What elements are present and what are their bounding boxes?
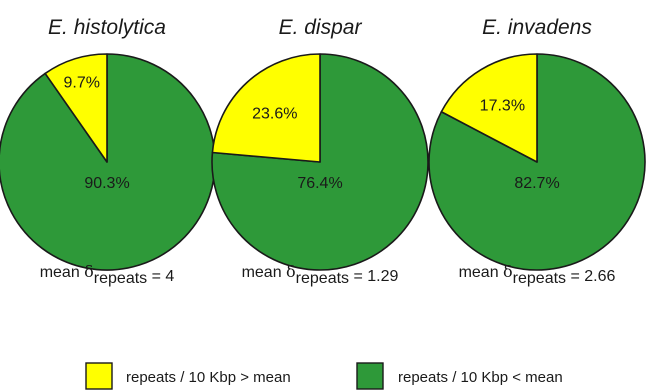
mean-prefix: mean — [242, 264, 286, 281]
pie-slice-above-mean — [44, 53, 108, 163]
legend-item: repeats / 10 Kbp > mean — [85, 362, 291, 390]
mean-value: = 1.29 — [349, 268, 398, 285]
mean-prefix: mean — [459, 264, 503, 281]
pie-slice-below-mean — [211, 53, 429, 271]
pie-slice-above-mean — [440, 53, 538, 163]
slice-label: 9.7% — [63, 75, 99, 92]
mean-subscript: repeats — [513, 270, 566, 287]
slice-label: 90.3% — [84, 175, 129, 192]
legend-swatch — [356, 362, 384, 390]
legend-label: repeats / 10 Kbp > mean — [126, 369, 291, 386]
pie-title: E. invadens — [482, 16, 592, 39]
legend: repeats / 10 Kbp > mean repeats / 10 Kbp … — [85, 362, 563, 390]
mean-value: = 2.66 — [566, 268, 615, 285]
mean-subscript: repeats — [94, 270, 147, 287]
slice-label: 23.6% — [252, 106, 297, 123]
delta-symbol: δ — [286, 262, 296, 281]
mean-annotation: mean δrepeats = 2.66 — [459, 262, 616, 287]
pie-slice-above-mean — [211, 53, 321, 163]
pie-group: E. invadens 17.3% 82.7% mean δrepeats = 2.6… — [428, 16, 646, 287]
delta-symbol: δ — [503, 262, 513, 281]
mean-value: = 4 — [147, 268, 174, 285]
legend-item: repeats / 10 Kbp < mean — [356, 362, 563, 390]
mean-prefix: mean — [40, 264, 84, 281]
legend-swatch — [85, 362, 113, 390]
slice-label: 17.3% — [480, 98, 525, 115]
legend-label: repeats / 10 Kbp < mean — [398, 369, 563, 386]
mean-annotation: mean δrepeats = 4 — [40, 262, 175, 287]
pie-group: E. histolytica 9.7% 90.3% mean δrepeats = 4 — [0, 16, 216, 287]
pie-slice-below-mean — [428, 53, 646, 271]
mean-subscript: repeats — [296, 270, 349, 287]
slice-label: 76.4% — [297, 175, 342, 192]
slice-label: 82.7% — [514, 175, 559, 192]
mean-annotation: mean δrepeats = 1.29 — [242, 262, 399, 287]
pie-group: E. dispar 23.6% 76.4% mean δrepeats = 1.29 — [211, 16, 429, 287]
pie-title: E. histolytica — [48, 16, 166, 39]
pie-title: E. dispar — [279, 16, 363, 39]
delta-symbol: δ — [84, 262, 94, 281]
